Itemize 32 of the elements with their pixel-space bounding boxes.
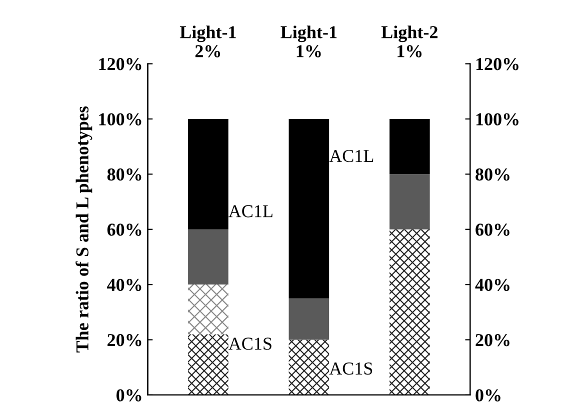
x-tick-label: Light-2 1%	[381, 26, 438, 58]
y-axis-title: The ratio of S and L phenotypes	[76, 106, 92, 352]
x-tick-label: Light-1 2%	[180, 26, 236, 58]
y2-tick-label: 120%	[476, 58, 518, 70]
bar	[390, 118, 430, 174]
bar	[390, 174, 430, 230]
y-tick-label: 120%	[99, 58, 142, 70]
bar	[188, 229, 228, 285]
annotation: AC1S	[329, 362, 372, 375]
y-tick-label: 60%	[107, 224, 142, 236]
y-tick-label: 0%	[116, 389, 142, 402]
y-tick-label: 20%	[108, 334, 142, 346]
bar	[188, 284, 228, 334]
annotation: AC1L	[329, 150, 374, 162]
annotation: AC1L	[228, 205, 272, 218]
y2-tick-label: 40%	[475, 278, 510, 292]
y-tick-label: 100%	[99, 113, 142, 126]
y2-tick-label: 100%	[476, 113, 518, 126]
x-tick-label: Light-1 1%	[280, 26, 337, 58]
bar	[188, 118, 228, 230]
bar	[288, 340, 330, 395]
y2-tick-label: 60%	[476, 224, 510, 236]
bar	[188, 334, 228, 395]
bar	[288, 118, 330, 298]
y2-tick-label: 0%	[476, 389, 500, 402]
annotation: AC1S	[228, 338, 272, 350]
y2-tick-label: 80%	[476, 168, 510, 181]
y-tick-label: 80%	[107, 168, 142, 181]
y-tick-label: 40%	[107, 278, 142, 292]
bar	[288, 298, 330, 340]
bar	[390, 229, 430, 395]
y2-tick-label: 20%	[476, 334, 510, 346]
